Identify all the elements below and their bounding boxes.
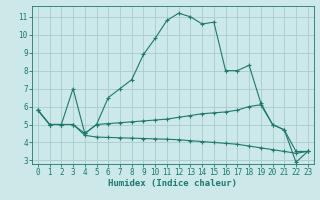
X-axis label: Humidex (Indice chaleur): Humidex (Indice chaleur) [108,179,237,188]
